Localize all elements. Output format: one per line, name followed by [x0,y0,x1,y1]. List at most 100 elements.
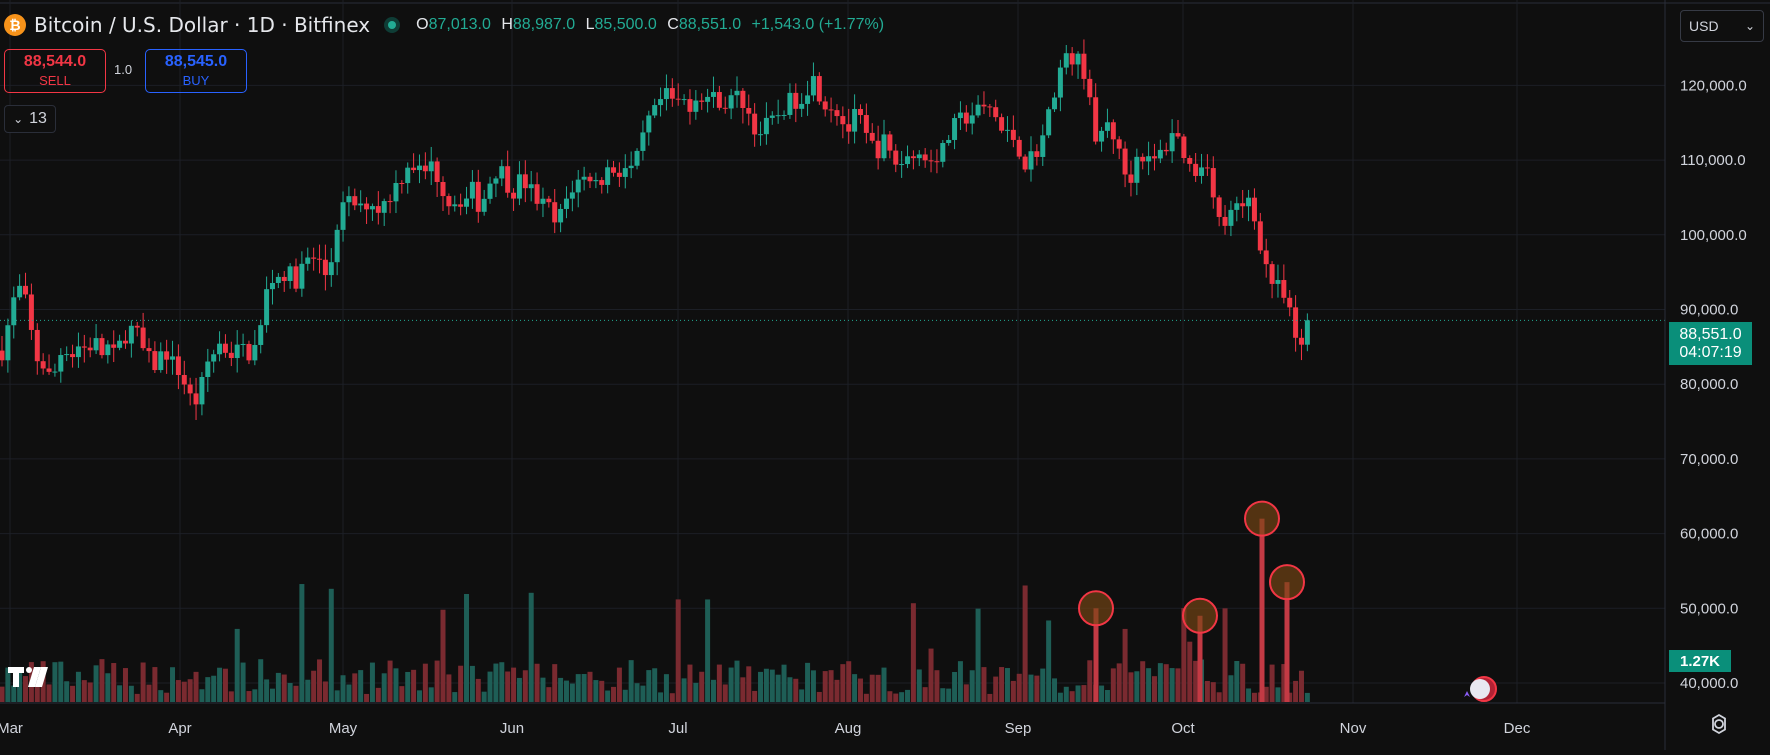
x-tick-label: Oct [1171,720,1195,737]
volume-bar [934,670,940,702]
candle-body [728,95,734,109]
volume-bar [1104,690,1110,702]
buy-button[interactable]: 88,545.0 BUY [145,49,247,93]
candle-body [228,352,234,359]
volume-bar [540,677,546,702]
volume-bar [117,685,123,702]
candle-body [469,181,475,199]
x-tick-label: Aug [835,720,862,737]
volume-bar [593,680,599,702]
volume-bar [828,670,834,702]
volume-bar [840,664,846,702]
volume-bar [469,665,475,702]
candle-body [134,325,140,328]
candle-body [1228,209,1234,226]
volume-bar [1287,692,1293,702]
volume-bar [1228,675,1234,702]
candle-body [1057,67,1063,98]
candle-body [1128,174,1134,183]
volume-bar [805,662,811,702]
candle-body [93,338,99,351]
candle-body [916,154,922,159]
candle-body [1163,149,1169,152]
volume-bar [17,670,23,702]
candle-body [364,203,370,210]
volume-bar [99,659,105,702]
volume-bar [75,671,81,702]
candle-body [722,107,728,109]
volume-bar [134,693,140,702]
volume-bar [293,685,299,702]
candle-body [716,92,722,108]
candle-body [146,348,152,352]
volume-bar [187,679,193,702]
volume-bar [252,689,258,702]
volume-bar [816,691,822,702]
currency-select[interactable]: USD ⌄ [1680,10,1764,42]
candle-body [1052,97,1058,110]
settings-gear-icon[interactable] [1708,713,1730,735]
volume-bar [852,674,858,702]
us-flag-icon [1470,679,1490,699]
volume-bar [705,599,711,702]
candle-body [869,132,875,141]
candle-body [1234,203,1240,210]
candle-body [963,112,969,124]
candle-body [105,344,111,356]
volume-bar [916,669,922,702]
volume-bar [487,671,493,702]
volume-bar [346,684,352,702]
candle-body [128,325,134,344]
candle-body [1075,53,1081,65]
volume-bar [269,688,275,702]
candle-body [393,182,399,202]
volume-bar [616,667,622,702]
candle-body [875,140,881,159]
candle-body [581,176,587,180]
candle-body [605,167,611,185]
candle-body [11,297,17,326]
volume-bar [1210,682,1216,702]
volume-bar [1304,692,1310,702]
volume-bar [46,684,52,702]
candle-body [1122,148,1128,175]
candle-body [81,346,87,348]
tradingview-logo-icon[interactable] [8,665,50,689]
volume-bar [399,686,405,702]
candle-body [369,206,375,210]
sell-button[interactable]: 88,544.0 SELL [4,49,106,93]
volume-bar [1069,691,1075,702]
volume-bar [340,675,346,702]
y-tick-label: 100,000.0 [1680,227,1747,244]
volume-bar [175,680,181,702]
volume-bar [646,670,652,702]
indicators-toggle[interactable]: ⌄ 13 [4,105,56,133]
volume-bar [1028,674,1034,702]
volume-bar [846,661,852,702]
market-status-icon[interactable] [384,17,401,33]
volume-bar [511,667,517,702]
volume-bar [957,661,963,702]
candle-body [799,103,805,109]
candle-body [599,180,605,185]
volume-bar [1122,628,1128,702]
volume-bar [1075,685,1081,702]
symbol-title[interactable]: Bitcoin / U.S. Dollar · 1D · Bitfinex [34,13,371,37]
candle-body [199,376,205,405]
candle-body [411,167,417,171]
spread-value: 1.0 [114,62,133,77]
volume-bar [199,689,205,702]
volume-bar [416,690,422,702]
candle-body [910,156,916,159]
candle-body [317,258,323,260]
volume-bar [1040,668,1046,702]
candle-body [99,338,105,356]
candle-body [222,343,228,353]
volume-bar [87,682,93,702]
candle-body [1010,129,1016,140]
candle-body [1116,139,1122,149]
bitcoin-icon: ₿ [4,14,26,36]
candle-body [534,184,540,204]
